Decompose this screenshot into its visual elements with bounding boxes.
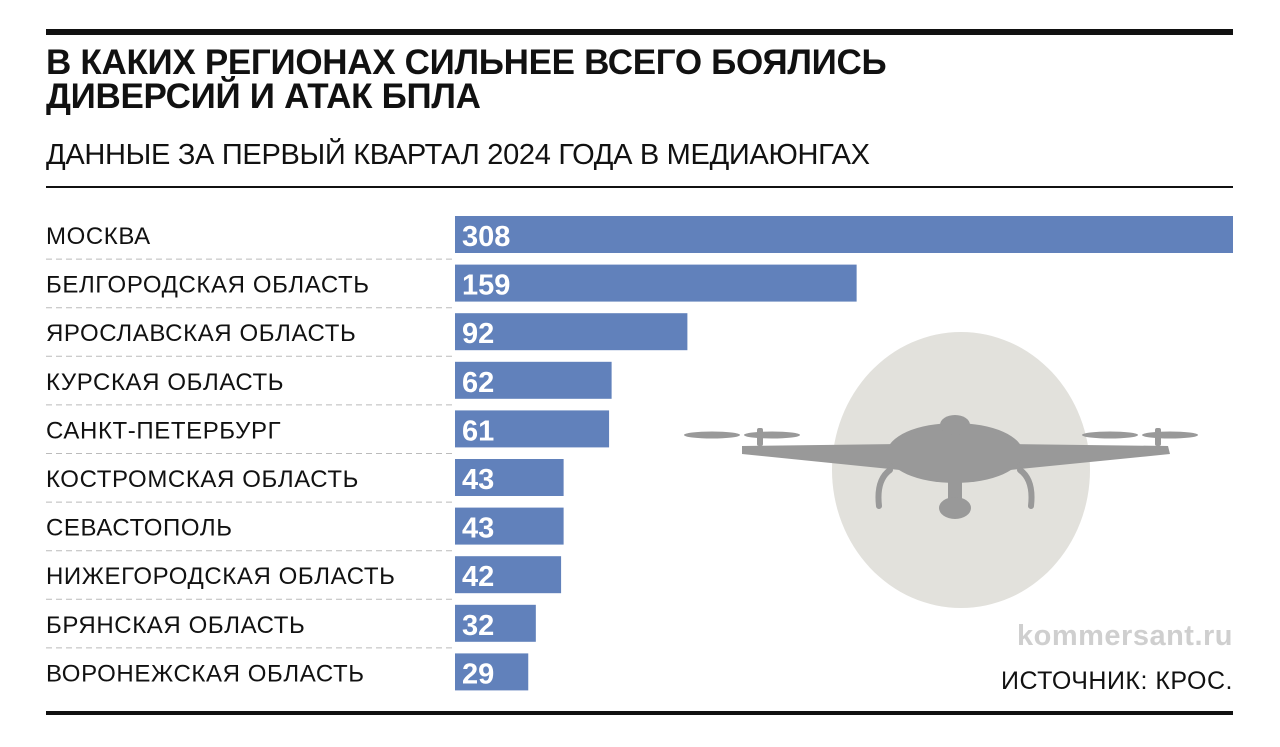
- source-note: ИСТОЧНИК: КРОС.: [1000, 667, 1233, 695]
- category-label: КУРСКАЯ ОБЛАСТЬ: [46, 369, 284, 396]
- bar: [455, 604, 536, 642]
- category-label: ЯРОСЛАВСКАЯ ОБЛАСТЬ: [46, 320, 356, 347]
- site-watermark: kommersant.ru: [1016, 620, 1233, 652]
- bar: [455, 264, 857, 302]
- category-label: БРЯНСКАЯ ОБЛАСТЬ: [46, 612, 305, 639]
- value-label: 29: [462, 658, 494, 690]
- bottom-rule: [46, 711, 1233, 715]
- bar: [455, 459, 564, 496]
- value-label: 159: [462, 270, 510, 302]
- category-label: БЕЛГОРОДСКАЯ ОБЛАСТЬ: [46, 272, 370, 299]
- bar: [455, 216, 1233, 253]
- header-rule: [46, 186, 1233, 188]
- bar: [455, 313, 688, 351]
- bar: [455, 361, 612, 399]
- category-label: НИЖЕГОРОДСКАЯ ОБЛАСТЬ: [46, 563, 395, 590]
- value-label: 43: [462, 513, 494, 545]
- category-label: МОСКВА: [46, 223, 151, 250]
- drone-icon: [684, 415, 1198, 519]
- value-label: 61: [462, 415, 494, 447]
- drone-illustration: [684, 332, 1198, 608]
- category-label: СЕВАСТОПОЛЬ: [46, 515, 233, 542]
- value-label: 32: [462, 610, 494, 642]
- category-label: КОСТРОМСКАЯ ОБЛАСТЬ: [46, 466, 359, 493]
- value-label: 43: [462, 464, 494, 496]
- value-label: 42: [462, 561, 494, 593]
- value-label: 308: [462, 221, 510, 253]
- chart-subtitle: ДАННЫЕ ЗА ПЕРВЫЙ КВАРТАЛ 2024 ГОДА В МЕД…: [46, 139, 870, 171]
- chart-title: В КАКИХ РЕГИОНАХ СИЛЬНЕЕ ВСЕГО БОЯЛИСЬ ДИ…: [46, 43, 887, 116]
- bar: [455, 410, 610, 448]
- category-label: САНКТ-ПЕТЕРБУРГ: [46, 417, 281, 444]
- value-label: 62: [462, 367, 494, 399]
- top-rule: [46, 29, 1233, 35]
- bar: [455, 653, 529, 691]
- bar: [455, 556, 562, 594]
- value-label: 92: [462, 318, 494, 350]
- bar: [455, 507, 564, 545]
- category-label: ВОРОНЕЖСКАЯ ОБЛАСТЬ: [46, 660, 365, 687]
